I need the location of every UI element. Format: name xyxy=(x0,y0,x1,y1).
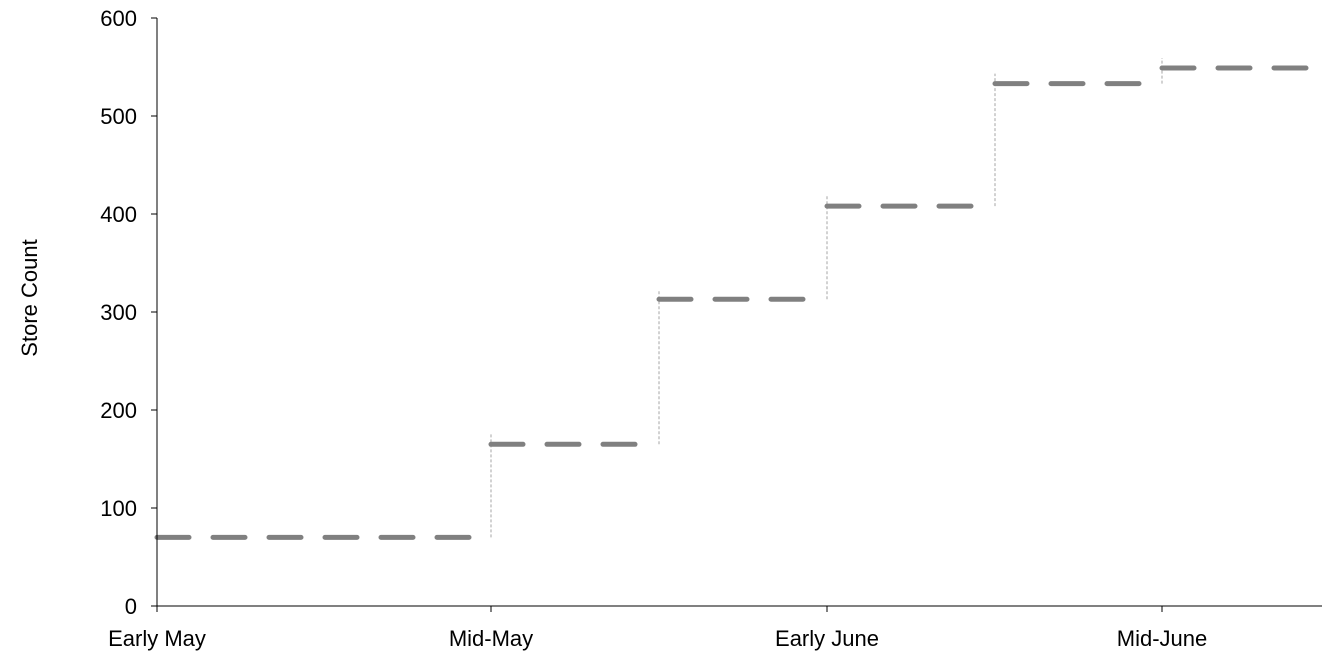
y-tick-label: 600 xyxy=(100,6,137,31)
y-tick-label: 0 xyxy=(125,594,137,619)
series-steps xyxy=(154,65,1322,540)
y-tick-label: 400 xyxy=(100,202,137,227)
y-tick-label: 100 xyxy=(100,496,137,521)
y-tick-label: 500 xyxy=(100,104,137,129)
x-tick-label: Mid-June xyxy=(1117,626,1207,651)
y-axis-title: Store Count xyxy=(17,239,42,356)
y-tick-label: 200 xyxy=(100,398,137,423)
step-connectors xyxy=(490,57,1163,538)
x-axis-ticks: Early May Mid-May Early June Mid-June xyxy=(108,606,1207,651)
y-tick-label: 300 xyxy=(100,300,137,325)
x-tick-label: Early May xyxy=(108,626,206,651)
y-axis-ticks: 0 100 200 300 400 500 600 xyxy=(100,6,157,619)
x-tick-label: Early June xyxy=(775,626,879,651)
x-tick-label: Mid-May xyxy=(449,626,533,651)
